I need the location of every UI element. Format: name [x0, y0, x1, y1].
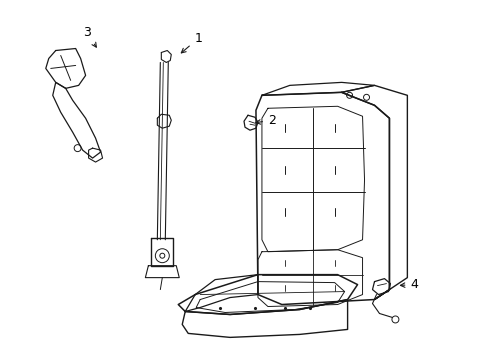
Text: 2: 2 — [255, 114, 275, 127]
Text: 3: 3 — [82, 26, 96, 47]
Text: 4: 4 — [400, 278, 417, 291]
Text: 1: 1 — [181, 32, 202, 53]
